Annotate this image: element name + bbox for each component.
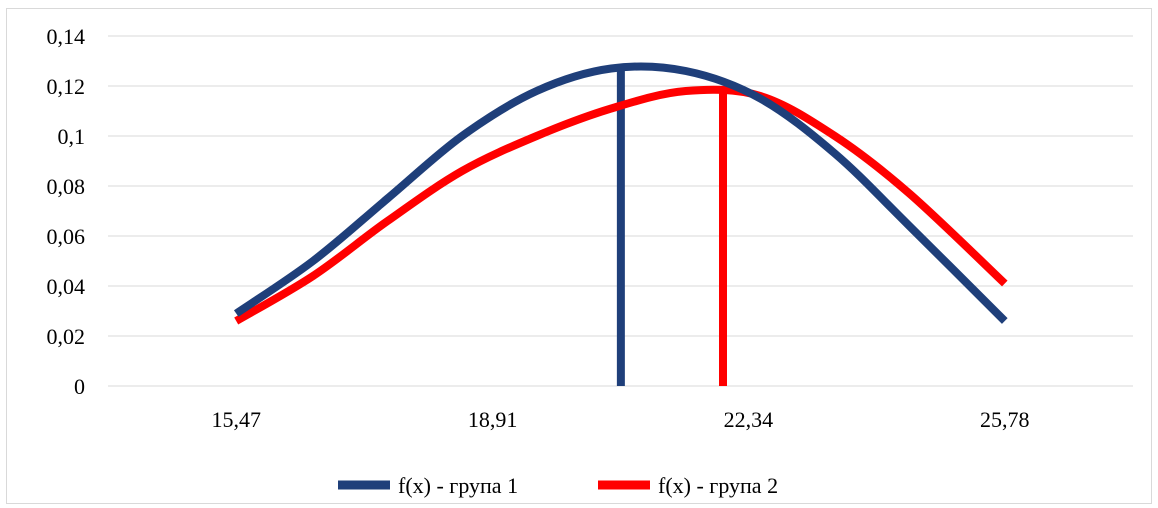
y-tick-label: 0,04 [47,274,86,299]
y-tick-label: 0,02 [47,324,86,349]
x-tick-label: 18,91 [468,407,518,432]
x-tick-label: 15,47 [211,407,261,432]
y-tick-label: 0,12 [47,74,86,99]
y-tick-label: 0,1 [58,124,86,149]
y-tick-label: 0,06 [47,224,86,249]
plot-area [233,62,1008,386]
y-tick-label: 0,08 [47,174,86,199]
legend: f(x) - група 1 f(x) - група 2 [338,473,778,498]
x-tick-label: 25,78 [980,407,1030,432]
series-line-group-2 [234,85,1008,325]
x-axis-ticks: 15,47 18,91 22,34 25,78 [211,407,1029,432]
legend-label-group-2: f(x) - група 2 [658,473,778,498]
series-line-group-1 [233,62,1008,324]
y-tick-label: 0 [74,374,85,399]
y-axis-ticks: 0 0,02 0,04 0,06 0,08 0,1 0,12 0,14 [47,24,86,399]
legend-label-group-1: f(x) - група 1 [398,473,518,498]
chart-frame [6,8,1152,504]
y-tick-label: 0,14 [47,24,86,49]
x-tick-label: 22,34 [724,407,774,432]
